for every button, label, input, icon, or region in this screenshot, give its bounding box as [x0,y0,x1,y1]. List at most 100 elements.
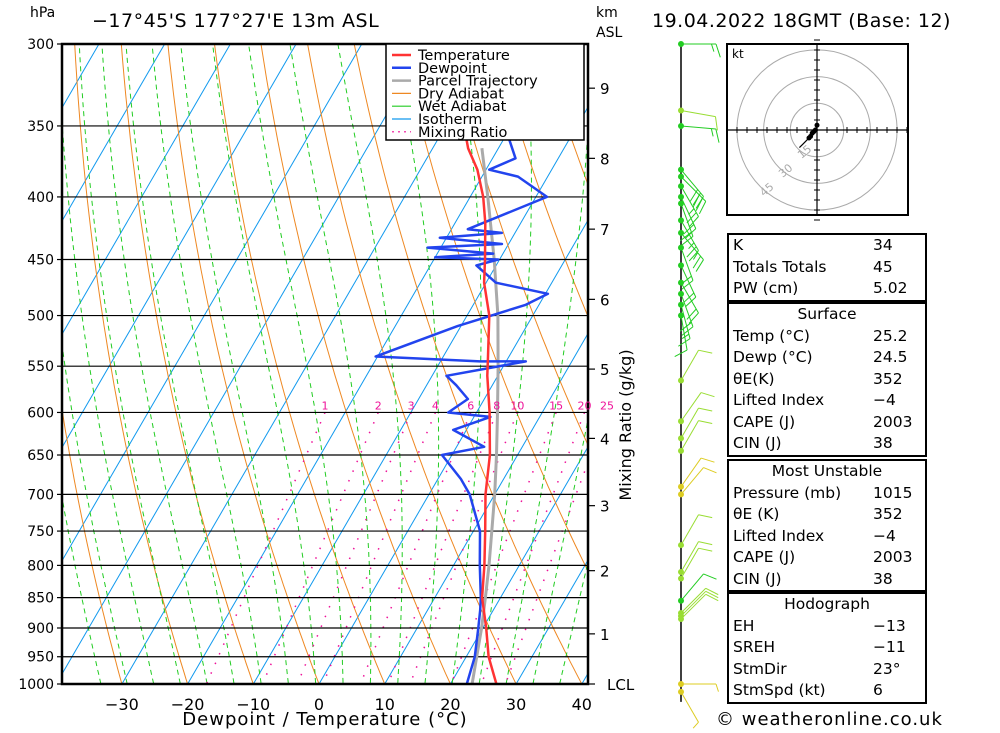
profiles [374,44,550,684]
wind-barb-flag [698,547,713,552]
index-row: PW (cm) 5.02 [729,278,925,300]
wind-barb [678,547,713,582]
legend-label: Mixing Ratio [418,125,508,141]
wet-adiabat-line [62,113,155,684]
wet-adiabat-line [180,44,289,684]
surface-row: CIN (J) 38 [729,433,925,455]
wet-adiabat-line [78,44,181,684]
hodograph-unit-label: kt [732,47,744,61]
dry-adiabat-line [307,44,517,684]
mixing-ratio-line [359,412,472,684]
wind-barb [678,392,715,425]
surface-value: 2003 [873,412,913,431]
wind-barb-staff [680,247,694,281]
surface-value: 24.5 [873,348,908,366]
index-value: 34 [873,236,893,254]
unstable-value: 352 [873,505,903,523]
mixing-ratio-label: 6 [467,399,474,412]
temperature-tick-label: −20 [171,695,205,714]
surface-value: 38 [873,434,893,452]
wind-level-dot [678,435,684,442]
isotherm-line [62,44,231,336]
wind-barb [678,420,713,454]
hodograph-value: −11 [873,638,906,656]
unstable-value: −4 [873,526,896,545]
hodograph-value: −13 [873,616,906,635]
wind-level-dot [678,193,684,200]
wind-barb [678,107,718,131]
wind-barb [678,593,719,623]
wind-barb-flag [686,212,697,224]
index-value: 45 [873,257,893,276]
mixing-ratio-label: 10 [510,399,524,412]
temperature-tick-label: 20 [440,695,460,714]
temperature-tick-label: −30 [105,695,139,714]
wind-barb [678,457,715,490]
surface-value: 25.2 [873,326,908,345]
wind-barb-flag [688,216,699,228]
hodograph-row: SREH −11 [729,637,925,659]
isotherm-line [62,44,363,562]
pressure-tick-label: 350 [27,119,54,135]
wind-barb [678,514,713,549]
wind-barb-flag [703,573,717,580]
plot-frame [60,42,590,686]
pressure-tick-label: 950 [27,650,54,666]
axes: 3003504004505005506006507007508008509009… [18,37,635,730]
wind-barb-flag [715,128,720,143]
hodograph-row: StmDir 23° [729,659,925,681]
wind-barb-staff [680,304,691,339]
x-axis-label: Dewpoint / Temperature (°C) [182,709,467,730]
wind-barb-flag [692,194,700,208]
surface-title: Surface [797,305,857,323]
wind-barb-flag [705,587,719,596]
unstable-value: 2003 [873,548,913,566]
hodograph-panel: Hodograph EH −13 SREH −11 StmDir 23° StmSpd… [727,592,927,704]
wind-level-dot [678,312,684,319]
pressure-tick-label: 500 [27,309,54,325]
wind-level-dot [678,279,684,286]
wind-barb [678,229,704,272]
wind-level-dot [678,542,684,549]
hodograph-value: 23° [873,659,901,678]
wind-barb-staff [680,110,716,118]
legend-label: Parcel Trajectory [418,74,538,90]
wind-barb-flag [688,312,699,324]
wind-barb-flag [685,296,697,308]
background-lines [62,44,588,684]
unstable-value: 38 [873,569,893,588]
dry-adiabat-line [74,44,189,684]
wind-barb [678,573,717,604]
height-tick-label: 6 [600,291,610,309]
isotherm-line [62,44,429,676]
wind-barb-flag [692,721,699,729]
dry-adiabat-line [400,44,588,573]
legend-label: Isotherm [418,112,482,128]
temperature-tick-label: 0 [314,695,324,714]
pressure-tick-label: 850 [27,591,54,607]
credit-link[interactable]: © weatheronline.co.uk [716,709,943,730]
wind-level-dot [678,290,684,297]
wind-barb [678,183,699,228]
mixing-ratio-line [322,412,437,684]
height-tick-label: 1 [600,626,610,644]
mixing-ratio-label: 20 [578,399,592,412]
wind-level-dot [678,166,684,173]
wind-level-dot [678,483,684,490]
height-unit-km: km [596,5,618,21]
wind-barb-flag [710,128,714,137]
surface-label: CAPE (J) [733,412,796,431]
index-row: Totals Totals 45 [729,257,925,279]
unstable-row: CAPE (J) 2003 [729,547,925,569]
wind-level-dot [678,447,684,454]
index-value: 5.02 [873,279,908,297]
legend-box [385,43,585,141]
pressure-tick-label: 700 [27,487,54,503]
most-unstable-title: Most Unstable [771,462,883,480]
surface-value: 352 [873,369,903,388]
unstable-label: CAPE (J) [733,548,796,566]
legend-label: Wet Adiabat [418,99,507,115]
wind-barb-flag [688,208,695,215]
